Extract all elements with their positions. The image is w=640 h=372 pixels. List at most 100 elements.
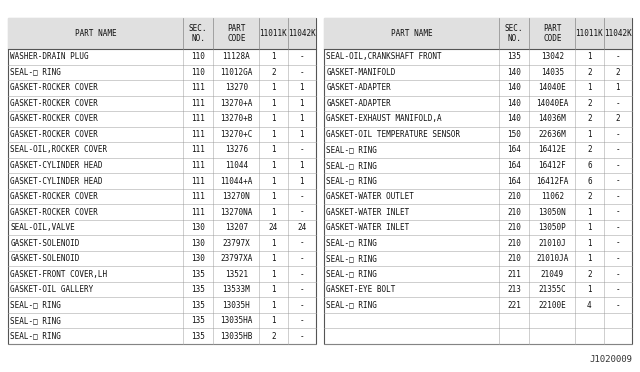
Text: PART NAME: PART NAME [75,29,116,38]
Text: -: - [616,270,620,279]
Text: -: - [616,301,620,310]
Text: 11128A: 11128A [222,52,250,61]
Text: 1: 1 [271,83,276,92]
Text: 13270+A: 13270+A [220,99,252,108]
Text: 16412FA: 16412FA [536,176,568,186]
Text: 1: 1 [300,83,304,92]
Bar [8,18,316,49]
Text: 130: 130 [191,254,205,263]
Text: 1: 1 [271,270,276,279]
Text: 210: 210 [507,254,521,263]
Text: 11062: 11062 [541,192,564,201]
Text: 221: 221 [507,301,521,310]
Text: 13035H: 13035H [222,301,250,310]
Text: 111: 111 [191,161,205,170]
Text: 22100E: 22100E [538,301,566,310]
Text: 210: 210 [507,223,521,232]
Text: 2: 2 [587,145,592,154]
Text: -: - [616,223,620,232]
Text: GASKET-WATER OUTLET: GASKET-WATER OUTLET [326,192,414,201]
Text: PART
CODE: PART CODE [227,24,246,43]
Text: -: - [616,52,620,61]
Text: 211: 211 [507,270,521,279]
Text: 1: 1 [271,145,276,154]
Text: 2: 2 [587,270,592,279]
Text: -: - [616,176,620,186]
Text: 111: 111 [191,208,205,217]
Text: 21010JA: 21010JA [536,254,568,263]
Text: 2: 2 [587,99,592,108]
Text: -: - [616,208,620,217]
Text: GASKET-ROCKER COVER: GASKET-ROCKER COVER [10,192,99,201]
Text: 21049: 21049 [541,270,564,279]
Text: SEAL-□ RING: SEAL-□ RING [10,316,61,325]
Text: -: - [300,52,304,61]
Text: 110: 110 [191,52,205,61]
Text: SEAL-OIL,ROCKER COVER: SEAL-OIL,ROCKER COVER [10,145,108,154]
Text: 13276: 13276 [225,145,248,154]
Text: WASHER-DRAIN PLUG: WASHER-DRAIN PLUG [10,52,89,61]
Text: 1: 1 [616,83,620,92]
Text: 13035HB: 13035HB [220,332,252,341]
Text: 140: 140 [507,83,521,92]
Text: 1: 1 [300,115,304,124]
Text: GASKET-CYLINDER HEAD: GASKET-CYLINDER HEAD [10,176,103,186]
Text: GASKET-ROCKER COVER: GASKET-ROCKER COVER [10,208,99,217]
Text: GASKET-MANIFOLD: GASKET-MANIFOLD [326,68,396,77]
Text: GASKET-ROCKER COVER: GASKET-ROCKER COVER [10,130,99,139]
Text: 1: 1 [271,52,276,61]
Text: 1: 1 [271,176,276,186]
Text: 130: 130 [191,223,205,232]
Text: 2: 2 [616,68,620,77]
Text: 1: 1 [587,83,592,92]
Text: 213: 213 [507,285,521,294]
Text: GASKET-ROCKER COVER: GASKET-ROCKER COVER [10,115,99,124]
Text: 111: 111 [191,176,205,186]
Text: SEAL-□ RING: SEAL-□ RING [326,270,378,279]
Text: 23797XA: 23797XA [220,254,252,263]
Text: 13270N: 13270N [222,192,250,201]
Text: 164: 164 [507,161,521,170]
Text: 135: 135 [191,332,205,341]
Text: 1: 1 [271,115,276,124]
Text: -: - [300,270,304,279]
Text: 1: 1 [587,238,592,248]
Text: -: - [300,68,304,77]
Text: 14035: 14035 [541,68,564,77]
Text: 13521: 13521 [225,270,248,279]
Text: GASKET-ROCKER COVER: GASKET-ROCKER COVER [10,99,99,108]
Text: 21010J: 21010J [538,238,566,248]
Text: 24: 24 [297,223,307,232]
Text: 1: 1 [300,130,304,139]
Text: 11044+A: 11044+A [220,176,252,186]
Text: -: - [616,238,620,248]
Text: 13533M: 13533M [222,285,250,294]
Text: GASKET-ADAPTER: GASKET-ADAPTER [326,83,391,92]
Text: -: - [300,316,304,325]
Text: 210: 210 [507,238,521,248]
Bar [8,18,316,344]
Text: 11011K: 11011K [260,29,287,38]
Text: 1: 1 [587,254,592,263]
Text: 11012GA: 11012GA [220,68,252,77]
Text: 111: 111 [191,145,205,154]
Text: GASKET-SOLENOID: GASKET-SOLENOID [10,254,80,263]
Text: 2: 2 [616,115,620,124]
Text: 11011K: 11011K [575,29,604,38]
Text: SEAL-□ RING: SEAL-□ RING [326,145,378,154]
Text: 13270+B: 13270+B [220,115,252,124]
Text: SEAL-□ RING: SEAL-□ RING [10,332,61,341]
Text: -: - [616,285,620,294]
Text: GASKET-FRONT COVER,LH: GASKET-FRONT COVER,LH [10,270,108,279]
Text: SEC.
NO.: SEC. NO. [189,24,207,43]
Text: 13207: 13207 [225,223,248,232]
Text: 1: 1 [300,176,304,186]
Text: 2: 2 [271,68,276,77]
Text: 14040E: 14040E [538,83,566,92]
Text: 1: 1 [300,161,304,170]
Text: SEAL-□ RING: SEAL-□ RING [326,238,378,248]
Text: 1: 1 [300,99,304,108]
Text: 22636M: 22636M [538,130,566,139]
Text: 2: 2 [271,332,276,341]
Text: 14040EA: 14040EA [536,99,568,108]
